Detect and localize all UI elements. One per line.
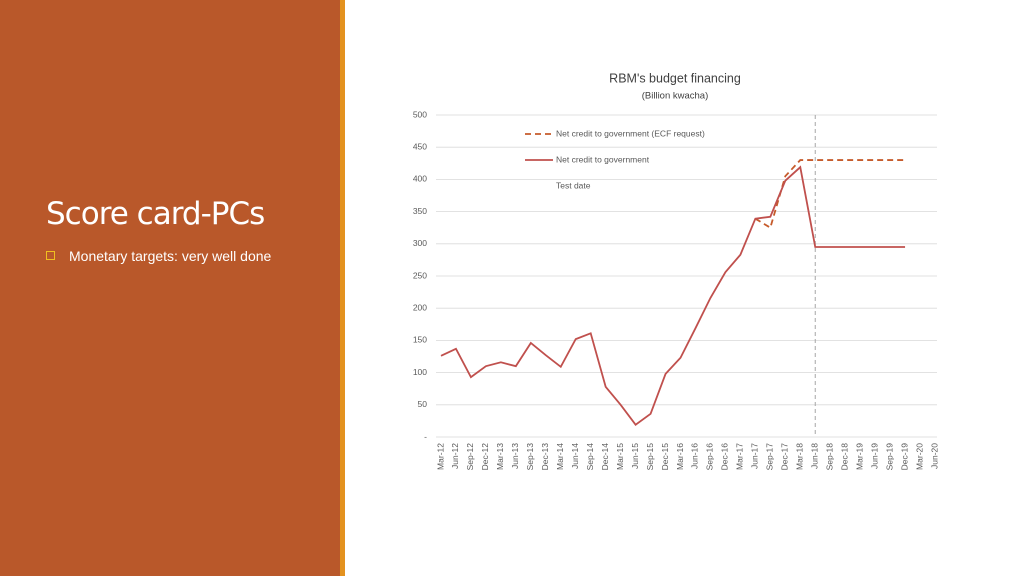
x-tick-label: Dec-13 [540,443,550,471]
chart-title: RBM's budget financing [609,71,741,85]
x-tick-label: Jun-14 [570,443,580,469]
x-tick-label: Mar-18 [795,443,805,470]
y-tick-label: 500 [413,109,427,119]
x-tick-label: Dec-14 [600,443,610,471]
y-tick-label: 150 [413,335,427,345]
y-tick-label: - [424,431,427,441]
x-tick-label: Mar-13 [495,443,505,470]
x-tick-label: Sep-15 [645,443,655,471]
x-tick-label: Jun-16 [690,443,700,469]
x-tick-label: Mar-12 [435,443,445,470]
y-tick-label: 250 [413,270,427,280]
x-tick-label: Mar-19 [854,443,864,470]
series-line [754,159,906,230]
x-tick-label: Sep-18 [824,443,834,471]
y-tick-label: 350 [413,206,427,216]
y-tick-label: 400 [413,174,427,184]
x-tick-label: Jun-17 [750,443,760,469]
x-tick-label: Sep-17 [765,443,775,471]
x-tick-label: Sep-14 [585,443,595,471]
y-tick-label: 100 [413,367,427,377]
y-tick-label: 300 [413,238,427,248]
accent-strip [340,0,345,576]
y-tick-label: 450 [413,141,427,151]
x-tick-label: Mar-14 [555,443,565,470]
x-tick-label: Dec-16 [720,443,730,471]
legend-label: Test date [556,180,591,190]
x-tick-label: Sep-19 [884,443,894,471]
chart-subtitle: (Billion kwacha) [642,91,709,102]
legend-label: Net credit to government [556,154,650,164]
x-tick-label: Dec-19 [899,443,909,471]
slide-title: Score card-PCs [46,196,265,232]
x-tick-label: Sep-13 [525,443,535,471]
legend-label: Net credit to government (ECF request) [556,128,705,138]
x-tick-label: Jun-18 [809,443,819,469]
x-tick-label: Jun-15 [630,443,640,469]
x-tick-label: Jun-13 [510,443,520,469]
x-tick-label: Mar-16 [675,443,685,470]
x-tick-label: Sep-12 [465,443,475,471]
x-tick-label: Mar-20 [914,443,924,470]
x-tick-label: Mar-15 [615,443,625,470]
x-tick-label: Sep-16 [705,443,715,471]
x-tick-label: Dec-17 [780,443,790,471]
x-tick-label: Dec-18 [839,443,849,471]
x-tick-label: Dec-15 [660,443,670,471]
x-tick-label: Jun-12 [450,443,460,469]
bullet-text: Monetary targets: very well done [69,248,272,264]
series-line [440,165,906,427]
x-tick-label: Mar-17 [735,443,745,470]
x-tick-label: Jun-19 [869,443,879,469]
x-tick-label: Dec-12 [480,443,490,471]
y-tick-label: 50 [418,399,428,409]
side-panel [0,0,340,576]
x-tick-label: Jun-20 [929,443,939,469]
bullet: Monetary targets: very well done [46,248,271,264]
y-tick-label: 200 [413,302,427,312]
bullet-icon [46,251,55,260]
